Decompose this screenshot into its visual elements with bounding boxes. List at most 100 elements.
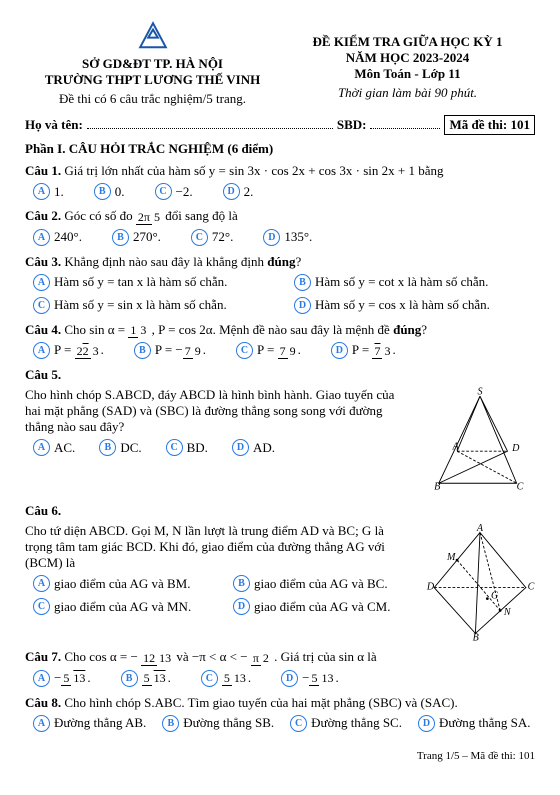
svg-text:N: N	[503, 607, 512, 618]
svg-text:G: G	[491, 591, 499, 602]
q4-label: Câu 4.	[25, 322, 61, 337]
question-4: Câu 4. Cho sin α = 13 , P = cos 2α. Mệnh…	[25, 322, 535, 339]
q2-fraction: 2π5	[136, 210, 162, 225]
q3-bold: đúng	[267, 254, 295, 269]
q8-label: Câu 8.	[25, 695, 61, 710]
q8-opt-a[interactable]: AĐường thẳng AB.	[33, 715, 146, 732]
q1-options: A1. B0. C−2. D2.	[33, 183, 535, 200]
q4-opt-a[interactable]: AP = 223.	[33, 342, 104, 359]
q4-opt-c[interactable]: CP = 79.	[236, 342, 301, 359]
q1-text: Giá trị lớn nhất của hàm số y = sin 3x ·…	[64, 163, 443, 178]
q4-opt-b[interactable]: BP = −79.	[134, 342, 206, 359]
q2-options: A240°. B270°. C72°. D135°.	[33, 229, 535, 246]
q2-opt-d[interactable]: D135°.	[263, 229, 312, 246]
q6-options: Agiao điểm của AG và BM. Bgiao điểm của …	[33, 575, 413, 615]
header-left: SỞ GD&ĐT TP. HÀ NỘI TRƯỜNG THPT LƯƠNG TH…	[25, 20, 280, 107]
svg-text:D: D	[511, 443, 520, 454]
q2-opt-c[interactable]: C72°.	[191, 229, 233, 246]
question-2: Câu 2. Góc có số đo 2π5 đổi sang độ là	[25, 208, 535, 225]
q3-opt-a[interactable]: AHàm số y = tan x là hàm số chẵn.	[33, 274, 274, 291]
question-1: Câu 1. Giá trị lớn nhất của hàm số y = s…	[25, 163, 535, 179]
name-label: Họ và tên:	[25, 117, 83, 133]
svg-text:A: A	[452, 441, 460, 452]
q8-opt-d[interactable]: DĐường thẳng SA.	[418, 715, 531, 732]
page-footer: Trang 1/5 – Mã đề thi: 101	[25, 750, 535, 762]
page-header: SỞ GD&ĐT TP. HÀ NỘI TRƯỜNG THPT LƯƠNG TH…	[25, 20, 535, 107]
q6-diagram: A D C B M N G	[425, 523, 535, 643]
student-id-line: Họ và tên: SBD: Mã đề thi: 101	[25, 115, 535, 135]
q5-opt-b[interactable]: BDC.	[99, 439, 141, 456]
svg-text:A: A	[476, 523, 484, 534]
q2-opt-a[interactable]: A240°.	[33, 229, 82, 246]
question-5: Cho hình chóp S.ABCD, đáy ABCD là hình b…	[25, 387, 535, 497]
exam-title: ĐỀ KIỂM TRA GIỮA HỌC KỲ 1	[280, 34, 535, 50]
q5-opt-c[interactable]: CBD.	[166, 439, 208, 456]
subject: Môn Toán - Lớp 11	[280, 66, 535, 82]
q8-opt-b[interactable]: BĐường thẳng SB.	[162, 715, 274, 732]
svg-text:C: C	[517, 482, 524, 493]
sbd-fill	[370, 127, 440, 129]
q3-opt-c[interactable]: CHàm số y = sin x là hàm số chẵn.	[33, 297, 274, 314]
exam-code-box: Mã đề thi: 101	[444, 115, 535, 135]
q7-opt-b[interactable]: B513.	[121, 670, 171, 687]
question-6-label-row: Câu 6.	[25, 503, 535, 519]
q6-text: Cho tứ diện ABCD. Gọi M, N lần lượt là t…	[25, 523, 413, 571]
dept-name: SỞ GD&ĐT TP. HÀ NỘI	[25, 56, 280, 72]
q3-opt-d[interactable]: DHàm số y = cos x là hàm số chẵn.	[294, 297, 535, 314]
school-name: TRƯỜNG THPT LƯƠNG THẾ VINH	[25, 72, 280, 88]
q2-text-post: đổi sang độ là	[165, 208, 238, 223]
q7-options: A−513. B513. C513. D−513.	[33, 670, 535, 687]
q5-opt-d[interactable]: DAD.	[232, 439, 275, 456]
q5-options: AAC. BDC. CBD. DAD.	[33, 439, 413, 456]
q7-label: Câu 7.	[25, 649, 61, 664]
q6-label: Câu 6.	[25, 503, 61, 518]
q2-label: Câu 2.	[25, 208, 61, 223]
question-3: Câu 3. Khẳng định nào sau đây là khẳng đ…	[25, 254, 535, 270]
q6-opt-c[interactable]: Cgiao điểm của AG và MN.	[33, 598, 213, 615]
q1-opt-b[interactable]: B0.	[94, 183, 125, 200]
q3-options: AHàm số y = tan x là hàm số chẵn. BHàm s…	[33, 274, 535, 314]
logo-icon	[137, 20, 169, 52]
q4-pre: Cho sin α =	[64, 322, 128, 337]
question-6: Cho tứ diện ABCD. Gọi M, N lần lượt là t…	[25, 523, 535, 643]
q6-opt-a[interactable]: Agiao điểm của AG và BM.	[33, 575, 213, 592]
q8-text: Cho hình chóp S.ABC. Tìm giao tuyến của …	[64, 695, 457, 710]
svg-text:S: S	[477, 387, 482, 397]
q5-opt-a[interactable]: AAC.	[33, 439, 75, 456]
q4-opt-d[interactable]: DP = 73.	[331, 342, 396, 359]
year: NĂM HỌC 2023-2024	[280, 50, 535, 66]
q8-opt-c[interactable]: CĐường thẳng SC.	[290, 715, 402, 732]
name-fill	[87, 127, 333, 129]
q8-options: AĐường thẳng AB. BĐường thẳng SB. CĐường…	[33, 715, 535, 732]
q3-label: Câu 3.	[25, 254, 61, 269]
exam-info: Đề thi có 6 câu trắc nghiệm/5 trang.	[25, 91, 280, 107]
time-limit: Thời gian làm bài 90 phút.	[280, 85, 535, 101]
q7-opt-d[interactable]: D−513.	[281, 670, 339, 687]
q4-mid: , P = cos 2α. Mệnh đề nào sau đây là mện…	[152, 322, 393, 337]
sbd-label: SBD:	[337, 117, 367, 133]
q7-frac2: π2	[251, 651, 271, 666]
q3-opt-b[interactable]: BHàm số y = cot x là hàm số chẵn.	[294, 274, 535, 291]
q5-label: Câu 5.	[25, 367, 61, 382]
q6-opt-b[interactable]: Bgiao điểm của AG và BC.	[233, 575, 413, 592]
q4-options: AP = 223. BP = −79. CP = 79. DP = 73.	[33, 342, 535, 359]
q7-opt-a[interactable]: A−513.	[33, 670, 91, 687]
q7-post: . Giá trị của sin α là	[274, 649, 376, 664]
q7-opt-c[interactable]: C513.	[201, 670, 251, 687]
q1-opt-a[interactable]: A1.	[33, 183, 64, 200]
svg-text:C: C	[528, 581, 535, 592]
question-5-label-row: Câu 5.	[25, 367, 535, 383]
q3-text: Khẳng định nào sau đây là khẳng định	[64, 254, 267, 269]
svg-text:D: D	[426, 581, 435, 592]
q5-text: Cho hình chóp S.ABCD, đáy ABCD là hình b…	[25, 387, 413, 435]
svg-text:M: M	[446, 552, 456, 563]
q2-opt-b[interactable]: B270°.	[112, 229, 161, 246]
question-7: Câu 7. Cho cos α = − 1213 và −π < α < − …	[25, 649, 535, 666]
q1-opt-d[interactable]: D2.	[223, 183, 254, 200]
q7-frac1: 1213	[141, 651, 173, 666]
q1-label: Câu 1.	[25, 163, 61, 178]
q5-diagram: S A D B C	[425, 387, 535, 497]
svg-text:B: B	[473, 633, 479, 643]
q1-opt-c[interactable]: C−2.	[155, 183, 193, 200]
q6-opt-d[interactable]: Dgiao điểm của AG và CM.	[233, 598, 413, 615]
